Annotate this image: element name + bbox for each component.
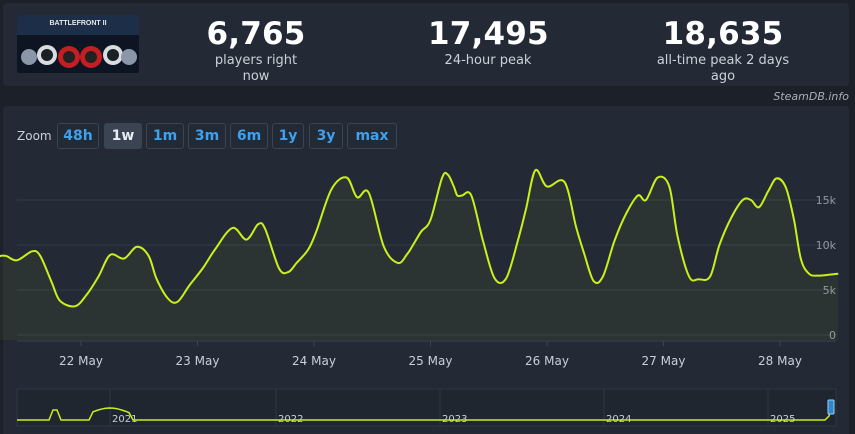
x-tick-label: 27 May — [642, 354, 686, 368]
all-time-peak-stat: 18,635 all-time peak 2 days ago — [643, 15, 803, 85]
peak-24h-value: 17,495 — [428, 16, 549, 52]
game-header-image[interactable]: BATTLEFRONT II — [17, 15, 139, 73]
y-tick-label: 15k — [816, 194, 837, 207]
zoom-3m-button[interactable]: 3m — [188, 123, 226, 149]
x-tick-label: 25 May — [409, 354, 453, 368]
y-tick-label: 0 — [829, 329, 836, 342]
current-players-value: 6,765 — [206, 16, 306, 52]
all-time-peak-label: all-time peak 2 days ago — [656, 53, 790, 84]
zoom-1w-button[interactable]: 1w — [104, 123, 142, 149]
stats-header: BATTLEFRONT II 6,765 players right now 1… — [3, 3, 849, 86]
zoom-label: Zoom — [17, 129, 52, 143]
x-tick-label: 26 May — [525, 354, 569, 368]
zoom-max-button[interactable]: max — [347, 123, 397, 149]
zoom-3y-button[interactable]: 3y — [309, 123, 343, 149]
y-tick-label: 10k — [816, 239, 837, 252]
current-players-label: players right now — [214, 53, 298, 84]
steamdb-credit-link[interactable]: SteamDB.info — [773, 90, 849, 103]
all-time-peak-value: 18,635 — [662, 16, 784, 52]
series-area — [0, 169, 839, 340]
zoom-48h-button[interactable]: 48h — [57, 123, 99, 149]
game-art-icon: BATTLEFRONT II — [17, 15, 139, 73]
x-tick-label: 22 May — [59, 354, 103, 368]
current-players-stat: 6,765 players right now — [206, 15, 306, 85]
navigator-year-label: 2021 — [112, 414, 137, 425]
y-tick-label: 5k — [823, 284, 837, 297]
peak-24h-stat: 17,495 24-hour peak — [428, 15, 549, 69]
zoom-1m-button[interactable]: 1m — [146, 123, 184, 149]
svg-text:BATTLEFRONT II: BATTLEFRONT II — [49, 20, 106, 27]
x-tick-label: 24 May — [292, 354, 336, 368]
x-tick-label: 23 May — [176, 354, 220, 368]
zoom-6m-button[interactable]: 6m — [230, 123, 268, 149]
x-tick-label: 28 May — [758, 354, 802, 368]
navigator-series-line — [17, 403, 833, 421]
zoom-1y-button[interactable]: 1y — [272, 123, 304, 149]
peak-24h-label: 24-hour peak — [444, 53, 532, 68]
navigator-handle — [827, 399, 835, 415]
chart-panel: Zoom 48h 1w 1m 3m 6m 1y 3y max — [3, 106, 849, 434]
series-line — [0, 168, 839, 308]
